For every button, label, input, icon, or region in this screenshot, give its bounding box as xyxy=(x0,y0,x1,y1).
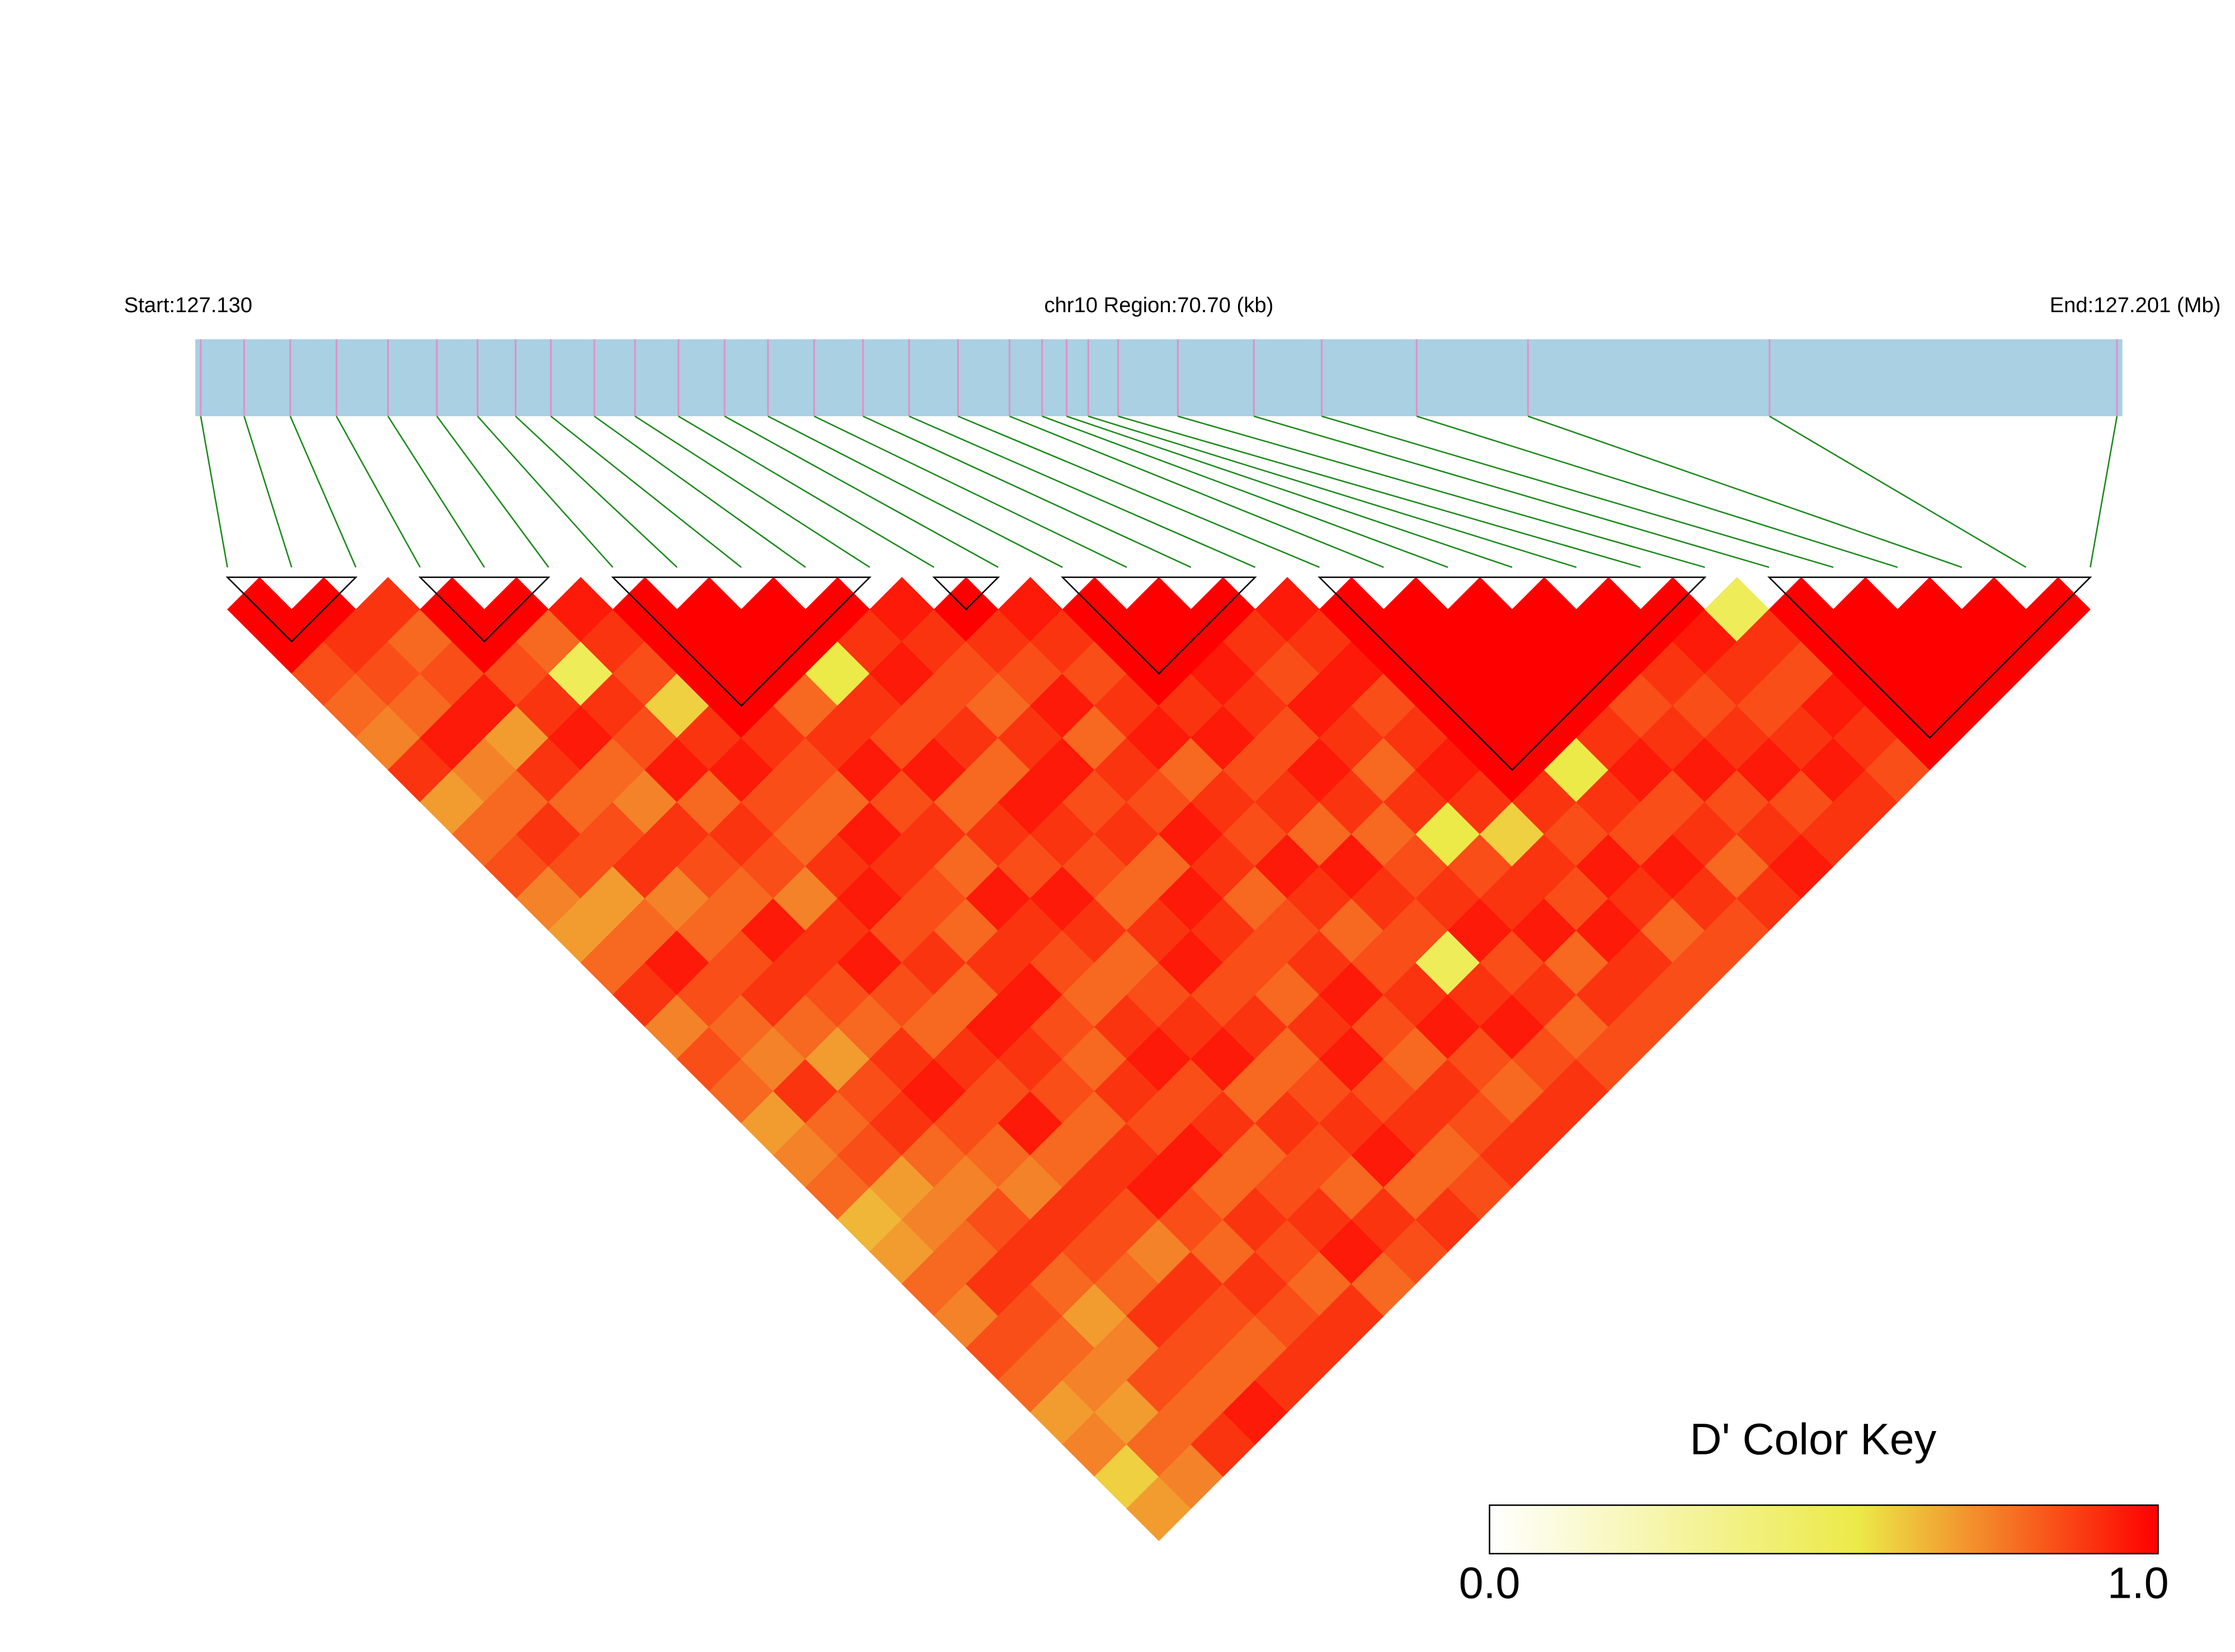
ld-block xyxy=(611,576,872,707)
key-tick-label: 0.0 xyxy=(1459,1559,1521,1608)
snp-connector xyxy=(2090,416,2118,568)
snp-connector xyxy=(336,416,421,568)
end-label: End:127.201 (Mb) xyxy=(2050,293,2221,317)
snp-connector xyxy=(634,415,871,568)
snp-connector xyxy=(594,415,806,568)
snp-connector xyxy=(1416,415,1898,568)
ld-block xyxy=(1767,576,2092,739)
snp-connector xyxy=(957,415,1320,568)
color-key xyxy=(1489,1504,2159,1555)
snp-connector xyxy=(436,416,549,568)
snp-connector xyxy=(1177,415,1705,568)
snp-connector xyxy=(909,415,1256,568)
snp-connector xyxy=(813,415,1127,568)
snp-connector xyxy=(387,416,485,568)
ld-block xyxy=(1318,576,1707,771)
snp-connector xyxy=(289,416,357,568)
snp-connector xyxy=(200,416,228,568)
key-tick-label: 1.0 xyxy=(2107,1559,2169,1608)
snp-connector xyxy=(724,415,999,568)
snp-connector xyxy=(1066,415,1513,568)
ld-block xyxy=(932,576,1000,611)
snp-connector xyxy=(243,416,293,568)
snp-connector xyxy=(1527,415,1963,568)
region-label: chr10 Region:70.70 (kb) xyxy=(1044,293,1273,317)
position-bar xyxy=(195,339,2123,416)
snp-connector xyxy=(550,416,742,568)
key-title: D' Color Key xyxy=(1690,1414,1936,1463)
snp-connector xyxy=(515,416,678,568)
snp-connector xyxy=(677,415,935,568)
snp-connector xyxy=(1253,415,1770,568)
start-label: Start:127.130 xyxy=(124,293,252,317)
ld-block xyxy=(418,576,550,643)
snp-connector xyxy=(863,415,1192,568)
snp-connector xyxy=(477,416,614,568)
snp-connector xyxy=(768,415,1063,568)
snp-connector xyxy=(1769,415,2027,568)
snp-connector xyxy=(1042,415,1448,568)
snp-connector xyxy=(1009,415,1384,568)
snp-connector xyxy=(1118,415,1641,568)
snp-connector xyxy=(1321,415,1834,568)
ld-block xyxy=(225,576,358,643)
snp-connector xyxy=(1088,415,1577,568)
ld-block xyxy=(1061,576,1257,675)
